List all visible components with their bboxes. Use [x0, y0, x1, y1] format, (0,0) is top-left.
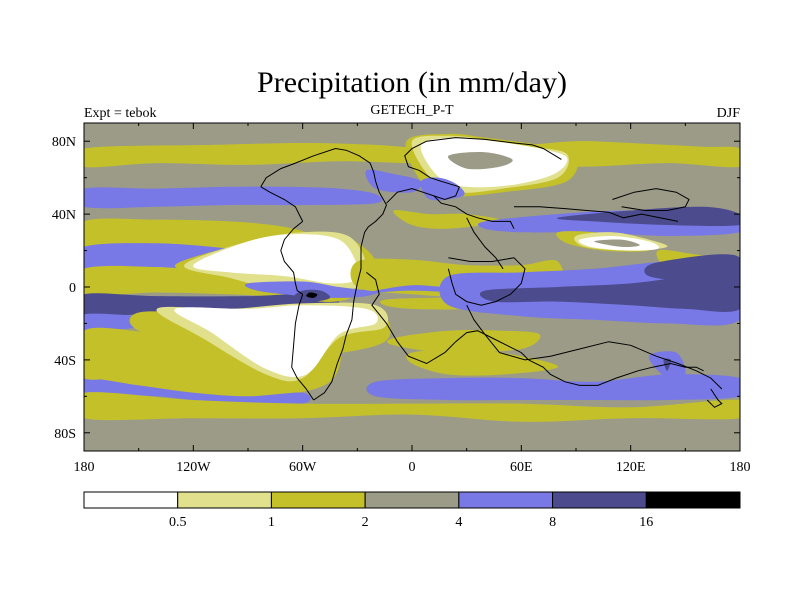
coastlines — [260, 137, 723, 408]
subtitle-left: Expt = tebok — [84, 106, 156, 121]
coastline — [528, 359, 704, 386]
precip-region — [84, 377, 311, 405]
precip-region — [594, 239, 640, 248]
colorbar-level-label: 2 — [362, 515, 369, 530]
coastline — [706, 388, 723, 408]
precip-region — [193, 234, 361, 284]
precipitation-fill — [84, 133, 740, 422]
coastline — [280, 221, 304, 295]
precip-region — [386, 330, 541, 353]
x-tick-label: 60W — [289, 460, 317, 475]
coastline — [260, 186, 304, 222]
colorbar-swatch — [177, 491, 272, 509]
colorbar-level-label: 1 — [268, 515, 275, 530]
coastline — [313, 283, 358, 401]
precip-region — [420, 177, 465, 201]
y-tick-label: 80S — [54, 427, 76, 442]
y-tick-label: 40S — [54, 354, 76, 369]
precip-region — [365, 169, 423, 193]
precip-region — [644, 254, 740, 280]
precip-region — [174, 305, 378, 378]
precip-region — [244, 281, 394, 298]
colorbar-swatch — [270, 491, 366, 509]
precip-region — [393, 210, 504, 229]
x-tick-label: 180 — [730, 460, 751, 475]
coastline — [260, 147, 387, 206]
precip-region — [556, 206, 740, 227]
precip-region — [84, 358, 139, 380]
x-tick-label: 120E — [616, 460, 646, 475]
coastline — [466, 217, 504, 270]
colorbar-level-label: 8 — [549, 515, 556, 530]
axis-ticks: 180 120W 60W 0 60E 120E 180 80N 40N 0 40S 80S — [52, 123, 751, 475]
coastline — [386, 186, 460, 204]
precip-region — [447, 152, 513, 170]
colorbar-level-label: 16 — [639, 515, 653, 530]
y-tick-label: 0 — [69, 281, 76, 296]
x-tick-label: 120W — [176, 460, 211, 475]
map-plot-area — [83, 122, 741, 452]
coastline — [612, 188, 690, 211]
coastline — [447, 257, 526, 306]
x-tick-label: 180 — [74, 460, 95, 475]
colorbar-swatch — [552, 491, 647, 509]
coastline — [433, 195, 515, 229]
y-tick-label: 80N — [52, 135, 76, 150]
coastline — [404, 140, 460, 188]
colorbar-swatch — [364, 491, 460, 509]
colorbar-level-label: 0.5 — [169, 515, 187, 530]
colorbar-swatch — [83, 491, 179, 509]
colorbar-swatch — [645, 491, 741, 509]
x-tick-label: 0 — [409, 460, 416, 475]
coastline — [356, 204, 387, 284]
precip-region — [84, 392, 740, 422]
coastline — [466, 304, 723, 390]
colorbar-legend: 0.5 1 2 4 8 16 — [83, 491, 741, 530]
subtitle-center: GETECH_P-T — [370, 103, 454, 118]
coastline — [426, 137, 562, 160]
coastline — [291, 294, 315, 401]
precip-region — [84, 186, 383, 209]
precip-region — [306, 292, 318, 298]
colorbar-level-label: 4 — [455, 515, 462, 530]
coastline — [366, 272, 446, 365]
precip-region — [406, 348, 559, 376]
chart-title: Precipitation (in mm/day) — [257, 66, 567, 99]
colorbar-swatch — [458, 491, 554, 509]
subtitle-right: DJF — [717, 106, 741, 121]
y-tick-label: 40N — [52, 208, 76, 223]
precip-region — [366, 374, 740, 401]
coastline — [514, 206, 679, 222]
x-tick-label: 60E — [510, 460, 533, 475]
